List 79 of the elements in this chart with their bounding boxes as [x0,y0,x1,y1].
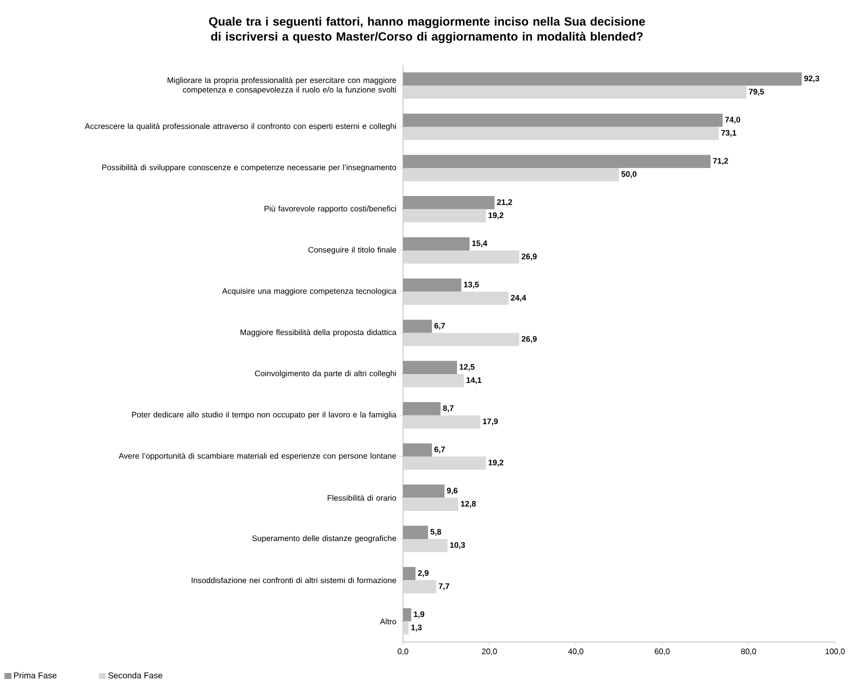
data-label: 92,3 [804,76,820,82]
bar [403,126,719,140]
bar [403,196,495,210]
y-tick-label: Accrescere la qualità professionale attraverso il confronto con esperti esterni e colleghi [84,123,396,131]
bar [403,332,520,346]
bar [403,456,486,470]
bar [403,237,470,250]
data-label: 79,5 [748,88,764,96]
x-tick-label: 80,0 [741,648,756,656]
data-label: 12,8 [460,500,476,508]
data-label: 21,2 [497,199,512,206]
x-tick-label: 40,0 [568,648,584,656]
chart-title: Quale tra i seguenti fattori, hanno maggiormente inciso nella Sua decisione di iscriversi a questo Master/Corso di aggiornamento in modalità blended? [209,16,645,44]
data-label: 19,2 [488,212,504,220]
x-tick-label: 0,0 [398,648,408,656]
data-label: 5,8 [430,528,442,536]
data-label: 6,7 [434,322,445,330]
data-label: 6,7 [434,446,445,454]
data-label: 13,5 [464,282,479,288]
data-label: 8,7 [443,405,454,412]
y-tick-label: Avere l’opportunità di scambiare materiali ed esperienze con persone lontane [118,452,396,460]
legend-label: Prima Fase [14,672,57,678]
data-label: 24,4 [510,294,526,302]
data-label: 12,5 [460,364,475,371]
data-label: 10,3 [450,542,465,549]
data-label: 71,2 [713,158,728,165]
bar [403,278,462,292]
bar [403,374,464,388]
x-tick-label: 20,0 [482,648,497,656]
bar [403,154,711,168]
data-label: 7,7 [438,583,450,590]
y-tick-label: Poter dedicare allo studio il tempo non occupato per il lavoro e la famiglia [132,412,396,420]
data-label: 73,1 [721,130,736,137]
y-tick-label: Flessibilità di orario [328,494,396,501]
data-label: 74,0 [725,116,740,124]
data-label: 14,1 [466,377,482,384]
bar [403,526,428,539]
bar [403,538,448,552]
bar [403,72,802,86]
y-tick-label: Acquisire una maggiore competenza tecnologica [222,288,396,296]
y-tick-label: Conseguire il titolo finale [308,246,396,254]
y-tick-label: Più favorevole rapporto costi/benefici [264,205,396,214]
data-label: 2,9 [418,570,429,577]
bar [403,114,723,127]
bar [403,292,508,305]
bar [403,443,432,457]
data-label: 19,2 [488,460,504,467]
x-tick-label: 60,0 [654,648,670,656]
bar [403,484,444,498]
y-tick-label: Superamento delle distanze geografiche [252,535,396,543]
bar [403,168,619,182]
bar [403,250,520,264]
data-label: 17,9 [483,418,498,426]
bar [403,566,416,580]
bar [403,580,436,594]
bar [403,608,412,622]
data-label: 15,4 [472,240,488,248]
bar [403,320,432,333]
x-tick-label: 100,0 [826,648,845,656]
y-tick-label: Altro [380,618,396,624]
bar [403,209,486,222]
y-tick-label: Maggiore flessibilità della proposta didattica [240,329,396,337]
data-label: 1,3 [411,624,422,632]
bar [403,86,746,99]
data-label: 9,6 [446,488,458,495]
y-tick-label: Possibilità di sviluppare conoscenze e competenze necessarie per l’insegnamento [102,164,396,172]
bar [403,360,457,374]
bar [403,498,458,511]
data-label: 1,9 [414,611,424,618]
y-tick-label: Migliorare la propria professionalità per esercitare con maggiore competenza e consapevolezza il ruolo e/o la funzione svolti [168,77,396,94]
data-label: 26,9 [522,336,537,343]
bar [403,621,409,635]
data-label: 50,0 [621,171,636,178]
y-tick-label: Insoddisfazione nei confronti di altri sistemi di formazione [192,577,396,584]
data-label: 26,9 [522,254,537,260]
bar [403,415,480,429]
y-tick-label: Coinvolgimento da parte di altri colleghi [255,370,396,378]
legend-label: Seconda Fase [108,672,162,678]
bar [403,402,441,416]
